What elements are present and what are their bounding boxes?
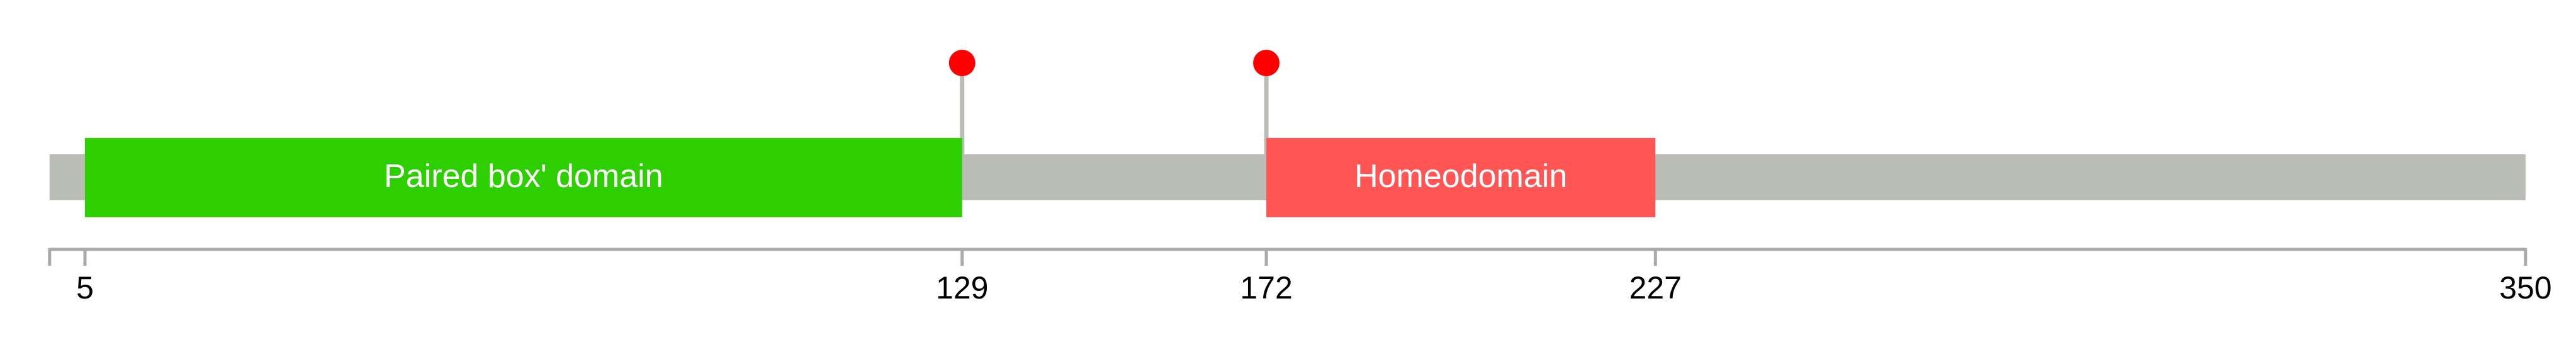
domain-box <box>85 138 962 217</box>
tick-label: 5 <box>76 270 94 305</box>
tick-label: 350 <box>2499 270 2551 305</box>
domain-box <box>1266 138 1656 217</box>
mutation-marker <box>1253 50 1280 76</box>
domain-label: Paired box' domain <box>384 158 663 195</box>
mutation-marker <box>948 50 976 76</box>
tick-label: 227 <box>1629 270 1682 305</box>
tick-label: 129 <box>936 270 988 305</box>
tick-label: 172 <box>1240 270 1292 305</box>
domain-label: Homeodomain <box>1354 158 1567 195</box>
